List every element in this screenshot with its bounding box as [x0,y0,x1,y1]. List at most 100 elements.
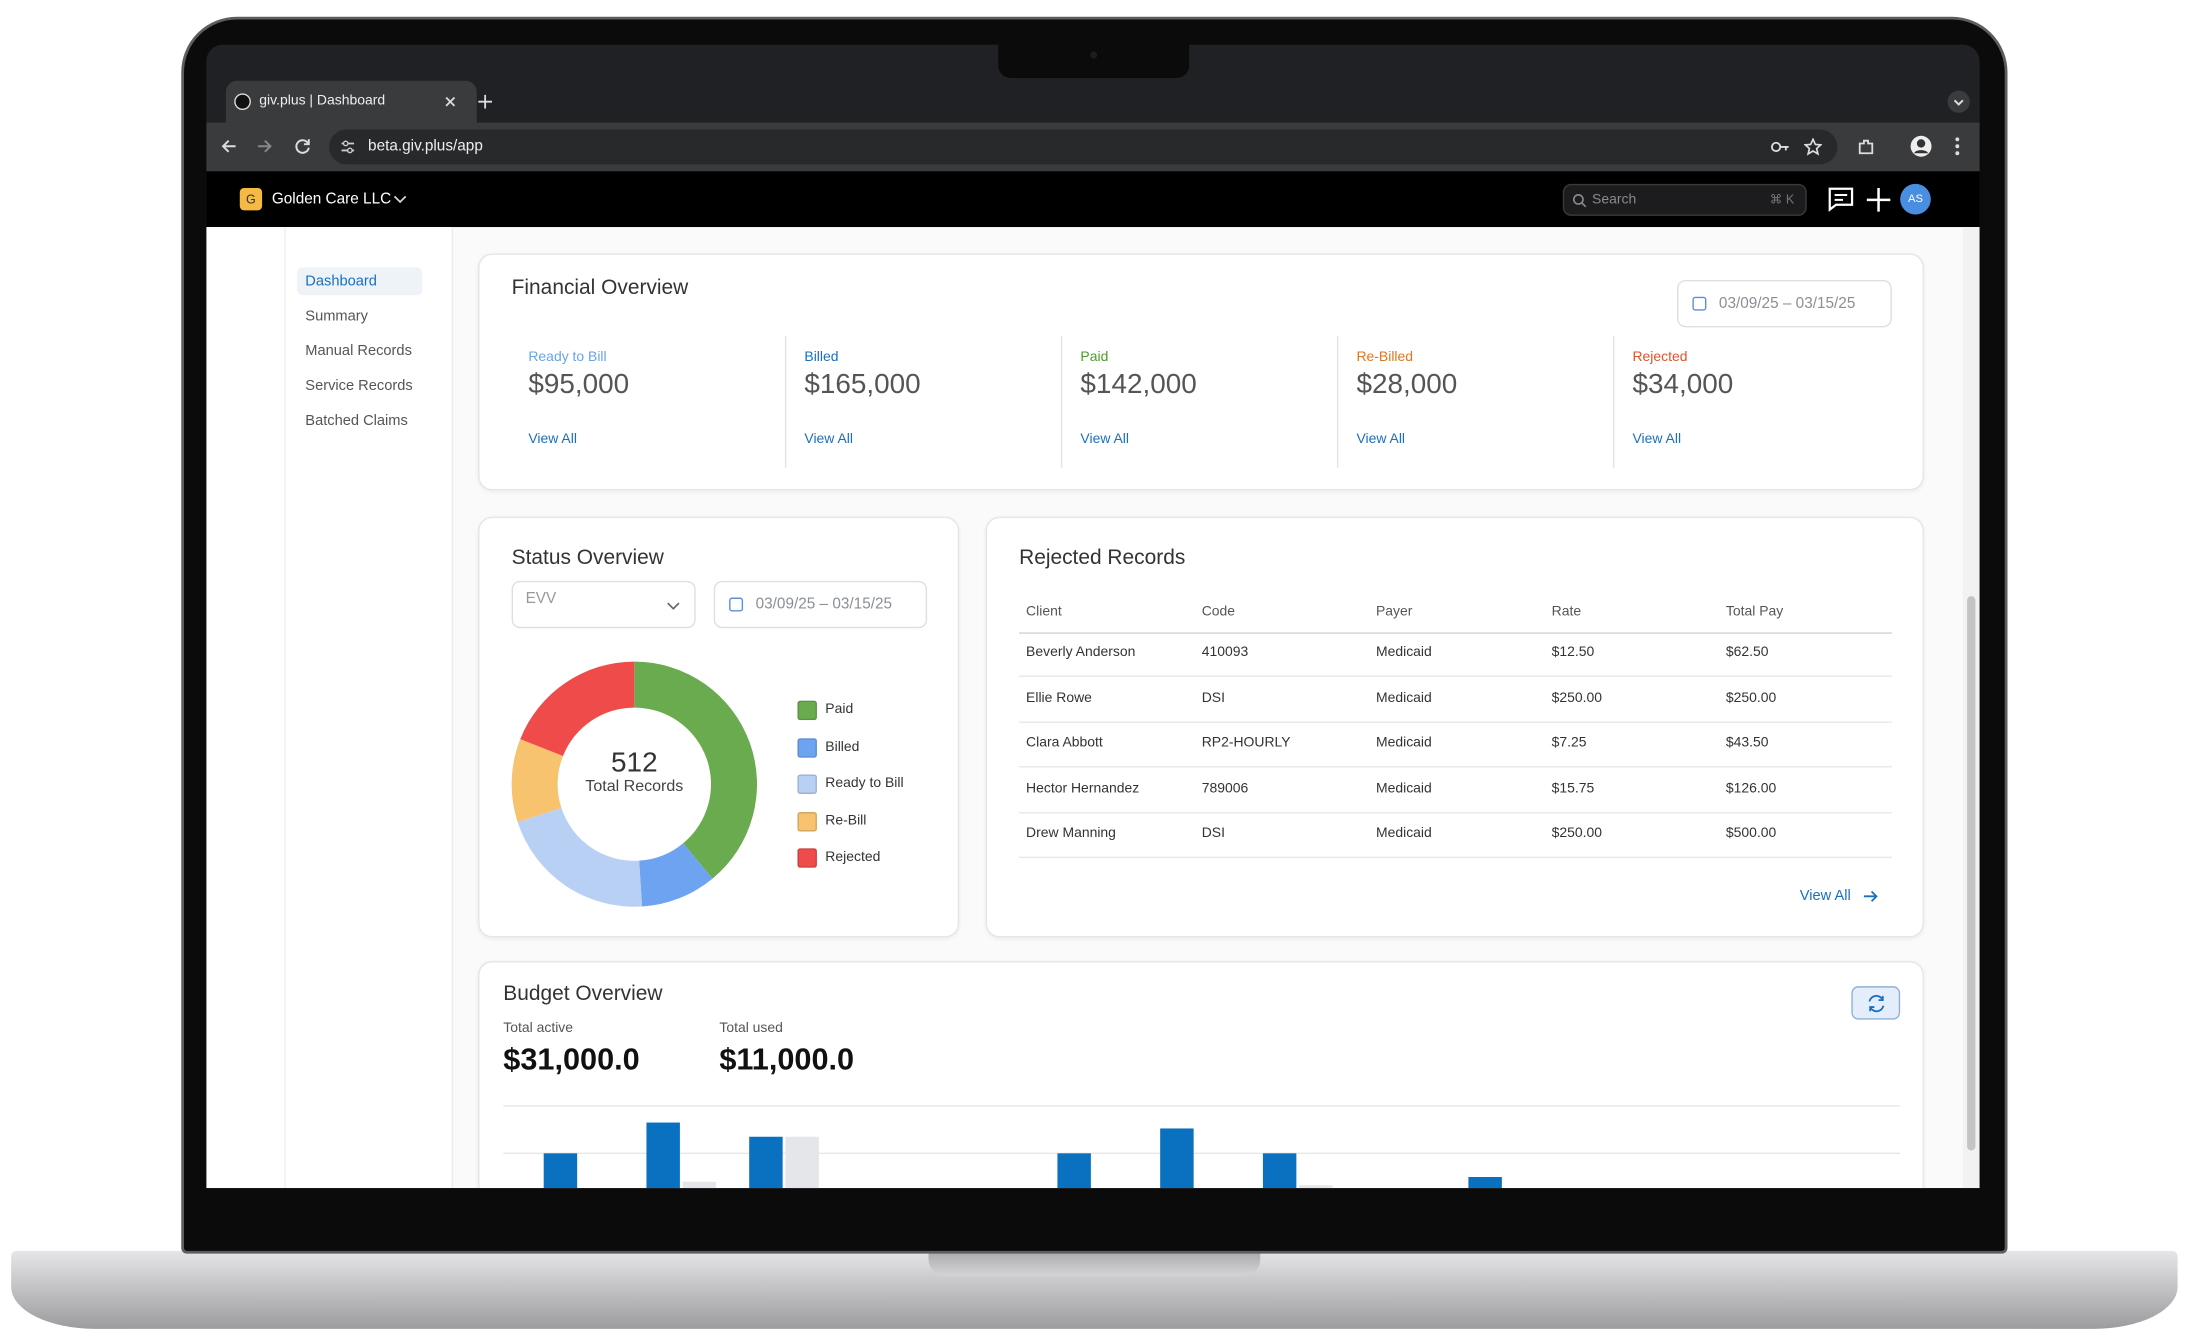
date-range: 03/09/25 – 03/15/25 [1718,294,1856,312]
column-header: Code [1201,604,1236,620]
bar [785,1136,819,1189]
nav-item[interactable]: Service Records [305,377,413,395]
table-cell: DSI [1201,690,1225,706]
stat-amount: $142,000 [1080,369,1197,400]
table-cell: $250.00 [1725,690,1777,706]
budget-bar-chart [503,1105,1901,1189]
tab-close[interactable] [443,95,457,109]
bookmark-star[interactable] [1803,137,1823,156]
donut-slice [639,843,713,907]
screen: giv.plus | Dashboard beta.giv.plus/app G [206,44,1980,1189]
browser-tab[interactable]: giv.plus | Dashboard [225,80,477,123]
date-range-picker[interactable]: 03/09/25 – 03/15/25 [1677,279,1892,328]
url: beta.giv.plus/app [368,137,483,155]
column-header: Total Pay [1725,604,1784,620]
reload-button[interactable] [294,138,311,155]
divider [784,335,787,469]
stat-label: Billed [804,349,839,365]
donut-slice [511,739,564,823]
avatar-initials: AS [1908,192,1923,205]
search-shortcut: ⌘ K [1769,192,1795,207]
stat-amount: $95,000 [528,369,630,400]
nav-item[interactable]: Summary [305,307,368,325]
legend-swatch [797,811,817,831]
refresh-button[interactable] [1851,986,1901,1020]
nav-item[interactable]: Manual Records [305,342,412,360]
date-range-picker[interactable]: 03/09/25 – 03/15/25 [713,580,928,629]
sub-navigation: Dashboard Summary Manual Records Service Re… [285,227,454,1189]
camera-notch [998,44,1190,79]
legend-swatch [797,774,817,794]
icon-sidebar [206,227,286,1189]
table-cell: $43.50 [1725,735,1769,751]
user-avatar[interactable]: AS [1900,183,1931,215]
calendar-icon [729,597,744,612]
legend-swatch [797,700,817,721]
calendar-icon [1692,296,1707,311]
org-name[interactable]: Golden Care LLC [271,190,392,208]
forward-button[interactable] [257,138,274,155]
camera [1090,51,1098,59]
stat-label: Paid [1080,349,1109,365]
table-cell: Medicaid [1375,690,1432,706]
link-text: View All [1799,887,1851,904]
address-bar[interactable]: beta.giv.plus/app [329,129,1838,165]
site-info[interactable] [340,139,355,154]
scrollbar-thumb[interactable] [1967,596,1976,1151]
profile[interactable] [1910,135,1932,157]
search-box[interactable]: Search ⌘ K [1562,183,1807,216]
menu[interactable] [1955,137,1961,157]
table-cell: Medicaid [1375,735,1432,751]
legend-swatch [797,737,817,758]
bar [1160,1128,1194,1189]
favicon [234,93,251,111]
nav-item[interactable]: Batched Claims [305,412,408,430]
bar [1468,1177,1502,1189]
new-tab[interactable] [478,94,493,109]
stat-label: Rejected [1632,349,1688,365]
table-cell: $250.00 [1551,690,1603,706]
total-value: 512 [611,747,658,779]
add-button[interactable] [1866,188,1891,212]
rejected-records-card: Rejected Records View All Client Code Paye… [985,516,1924,938]
table-cell: $15.75 [1551,780,1595,797]
column-header: Rate [1551,604,1582,620]
row-rule [1019,766,1892,768]
stat-amount: $28,000 [1356,369,1458,400]
nav-item[interactable]: Dashboard [305,273,377,290]
column-header: Client [1026,604,1062,620]
table-cell: Hector Hernandez [1026,780,1140,797]
card-title: Financial Overview [511,275,689,300]
refresh-icon [1868,994,1885,1013]
table-cell: Beverly Anderson [1026,644,1136,661]
back-button[interactable] [220,138,237,155]
app-header: G Golden Care LLC Search ⌘ K AS [206,171,1980,228]
table-cell: 410093 [1201,644,1249,661]
stat-amount: $165,000 [804,369,921,400]
bar [1299,1185,1333,1189]
donut-slice [634,661,757,879]
table-cell: DSI [1201,825,1225,842]
tab-title: giv.plus | Dashboard [259,93,386,109]
header-rule [1019,632,1892,634]
extensions[interactable] [1857,138,1875,156]
select-chevron [667,602,680,610]
divider [1612,335,1615,469]
stat-label: Total active [503,1020,574,1037]
divider [1336,335,1339,469]
table-cell: $126.00 [1725,780,1777,797]
password-icon[interactable] [1770,139,1791,154]
card-title: Status Overview [511,546,664,570]
filter-select[interactable]: EVV [511,580,696,629]
messages-button[interactable] [1828,187,1854,212]
search-icon [1572,194,1587,208]
table-cell: RP2-HOURLY [1201,735,1291,751]
laptop-notch [928,1250,1261,1276]
stat-label: Re-Billed [1356,349,1414,365]
org-chevron[interactable] [393,194,407,205]
bar [682,1181,717,1189]
tab-search[interactable] [1947,90,1970,113]
org-badge[interactable]: G [239,188,263,211]
total-label: Total Records [585,778,684,796]
link-arrow [1863,890,1878,902]
